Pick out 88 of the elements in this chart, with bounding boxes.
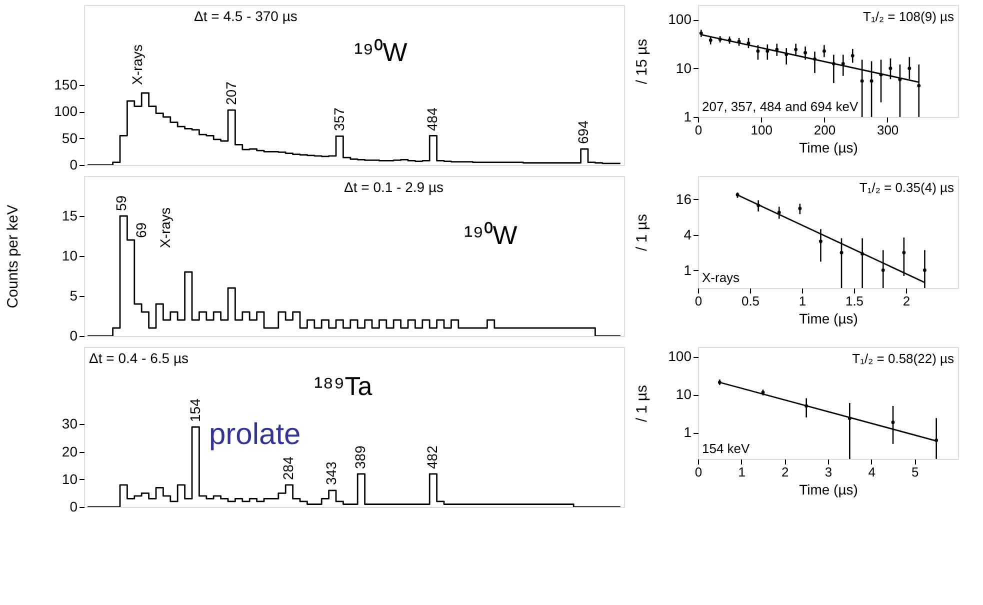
annotation: X-rays: [129, 44, 145, 85]
annotation: ¹⁹⁰W: [354, 37, 408, 67]
x-tick-label: 5: [912, 464, 919, 480]
annotation: 357: [331, 107, 347, 131]
annotation: 484: [424, 107, 440, 131]
y-tick-label: 16: [676, 190, 692, 207]
x-tick-label: 300: [876, 122, 899, 138]
y-tick-label: 1: [684, 424, 692, 440]
point: [708, 38, 712, 42]
point: [798, 206, 802, 210]
annotation: Δt = 0.4 - 6.5 µs: [89, 350, 189, 366]
y-axis-title: Counts per keV: [4, 204, 22, 308]
annotation: T₁/₂ = 0.58(22) µs: [852, 351, 954, 366]
y-tick-label: 1: [684, 108, 692, 124]
point: [804, 51, 808, 54]
x-tick-label: 2: [902, 294, 910, 308]
y-tick-label: 10: [62, 470, 78, 487]
y-tick-label: 1: [684, 262, 692, 278]
point: [922, 268, 926, 272]
annotation: 389: [352, 445, 368, 469]
annotation: 207, 357, 484 and 694 keV: [702, 99, 858, 114]
annotation: X-rays: [157, 208, 173, 248]
x-tick-label: 4: [868, 464, 876, 480]
x-axis-title: Time (µs): [799, 310, 858, 326]
x-tick-label: 3: [824, 464, 832, 480]
y-tick-label: 0: [70, 498, 78, 514]
annotation: 69: [133, 222, 149, 238]
point: [756, 49, 760, 53]
annotation: prolate: [209, 418, 301, 451]
annotation: Δt = 4.5 - 370 µs: [194, 8, 298, 24]
y-axis-title: / 1 µs: [634, 214, 650, 251]
y-tick-label: 10: [676, 386, 692, 402]
x-tick-label: 2: [782, 464, 789, 480]
x-tick-label: 0: [694, 464, 702, 480]
point: [860, 79, 864, 83]
x-tick-label: 100: [750, 122, 772, 138]
point: [794, 48, 798, 52]
x-tick-label: 1.5: [845, 294, 864, 308]
y-axis-title: / 1 µs: [634, 385, 650, 422]
x-tick-label: 200: [814, 122, 836, 138]
annotation: 154: [187, 398, 203, 422]
annotation: 482: [424, 445, 440, 469]
point: [881, 268, 885, 272]
annotation: 207: [223, 81, 239, 105]
x-tick-label: 0: [694, 122, 702, 138]
y-tick-label: 100: [668, 348, 692, 364]
annotation: ¹⁹⁰W: [464, 220, 518, 250]
y-tick-label: 15: [62, 208, 78, 224]
annotation: ¹⁸⁹Ta: [314, 371, 373, 401]
point: [822, 49, 826, 53]
point: [766, 49, 770, 53]
point: [891, 420, 895, 424]
y-tick-label: 100: [54, 103, 78, 120]
annotation: Δt = 0.1 - 2.9 µs: [344, 179, 444, 195]
y-tick-label: 20: [62, 443, 78, 460]
y-tick-label: 4: [684, 226, 692, 242]
point: [888, 66, 892, 70]
point: [902, 250, 906, 254]
annotation: 59: [113, 195, 129, 211]
point: [908, 66, 912, 70]
x-tick-label: 0: [694, 294, 702, 308]
point: [870, 79, 874, 83]
x-tick-label: 1: [738, 464, 746, 480]
annotation: 154 keV: [702, 441, 750, 456]
annotation: 343: [323, 461, 339, 485]
y-tick-label: 0: [70, 156, 78, 172]
x-tick-label: 1: [798, 294, 806, 308]
point: [818, 240, 822, 244]
y-axis-title: / 15 µs: [634, 38, 650, 84]
annotation: T₁/₂ = 0.35(4) µs: [859, 180, 954, 195]
x-axis-title: Time (µs): [799, 482, 858, 498]
point: [917, 84, 921, 88]
x-tick-label: 0.5: [741, 294, 760, 308]
y-tick-label: 100: [668, 11, 692, 28]
x-axis-title: Time (µs): [799, 140, 858, 156]
y-tick-label: 150: [54, 76, 78, 92]
annotation: 694: [575, 120, 591, 144]
annotation: X-rays: [702, 270, 740, 285]
annotation: T₁/₂ = 108(9) µs: [863, 9, 954, 24]
y-tick-label: 10: [676, 60, 692, 76]
y-tick-label: 30: [62, 416, 78, 432]
y-tick-label: 50: [62, 130, 78, 146]
point: [840, 250, 844, 254]
y-tick-label: 0: [70, 328, 78, 344]
y-tick-label: 10: [62, 248, 78, 264]
annotation: 284: [280, 456, 296, 480]
point: [841, 62, 845, 66]
point: [850, 54, 854, 58]
